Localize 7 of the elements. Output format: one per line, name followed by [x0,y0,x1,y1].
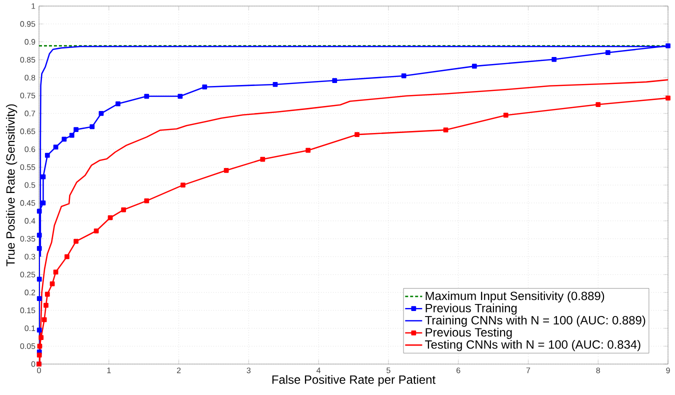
legend-label: Maximum Input Sensitivity (0.889) [426,291,604,302]
legend-label: Testing CNNs with N = 100 (AUC: 0.834) [425,340,640,352]
y-axis-title: True Positive Rate (Sensitivity) [6,104,18,266]
legend-label: Previous Training [426,304,517,315]
legend-label: Previous Testing [426,328,512,339]
x-axis-title: False Positive Rate per Patient [272,375,436,386]
legend-label: Training CNNs with N = 100 (AUC: 0.889) [425,316,646,327]
